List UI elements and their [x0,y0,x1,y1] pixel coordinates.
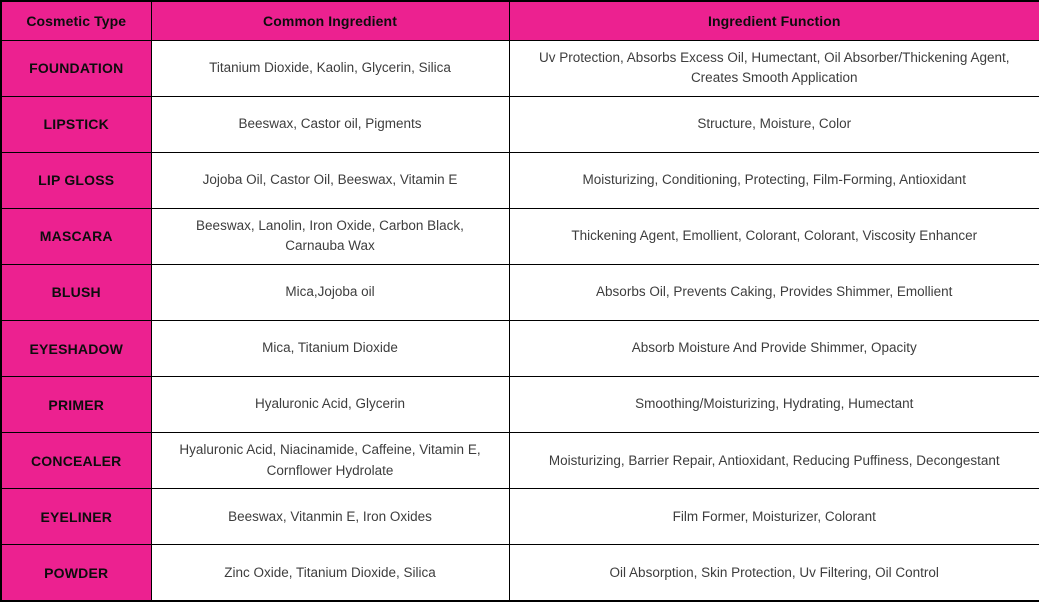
ingredient-function-cell: Smoothing/Moisturizing, Hydrating, Humec… [508,376,1039,434]
cosmetic-type-cell: POWDER [0,544,152,602]
cosmetic-type-cell: EYELINER [0,488,152,546]
table-header: Cosmetic Type Common Ingredient Ingredient… [0,0,1039,41]
common-ingredient-cell: Beeswax, Vitanmin E, Iron Oxides [150,488,510,546]
cosmetic-type-cell: EYESHADOW [0,319,152,378]
cosmetic-type-cell: BLUSH [0,263,152,321]
ingredient-function-cell: Structure, Moisture, Color [508,95,1039,153]
header-cell-1: Common Ingredient [150,0,510,41]
table-row: FOUNDATION Titanium Dioxide, Kaolin, Glyc… [0,39,1039,97]
table-row: EYESHADOW Mica, Titanium Dioxide Absorb Mo… [0,319,1039,378]
ingredient-function-cell: Moisturizing, Conditioning, Protecting, … [508,151,1039,209]
table-row: EYELINER Beeswax, Vitanmin E, Iron Oxides… [0,488,1039,546]
cosmetic-type-cell: PRIMER [0,376,152,434]
common-ingredient-cell: Mica, Titanium Dioxide [150,319,510,378]
ingredient-function-cell: Thickening Agent, Emollient, Colorant, C… [508,207,1039,265]
common-ingredient-cell: Hyaluronic Acid, Glycerin [150,376,510,434]
common-ingredient-cell: Beeswax, Castor oil, Pigments [150,95,510,153]
common-ingredient-cell: Beeswax, Lanolin, Iron Oxide, Carbon Bla… [150,207,510,265]
table-row: PRIMER Hyaluronic Acid, Glycerin Smoothing… [0,376,1039,434]
common-ingredient-cell: Jojoba Oil, Castor Oil, Beeswax, Vitamin… [150,151,510,209]
cosmetic-type-cell: CONCEALER [0,432,152,490]
ingredient-function-cell: Uv Protection, Absorbs Excess Oil, Humec… [508,39,1039,97]
table-row: MASCARA Beeswax, Lanolin, Iron Oxide, Car… [0,207,1039,265]
cosmetic-type-cell: FOUNDATION [0,39,152,97]
common-ingredient-cell: Titanium Dioxide, Kaolin, Glycerin, Sili… [150,39,510,97]
table-row: POWDER Zinc Oxide, Titanium Dioxide, Sili… [0,544,1039,602]
cosmetic-type-cell: MASCARA [0,207,152,265]
cosmetic-type-cell: LIPSTICK [0,95,152,153]
header-row: Cosmetic Type Common Ingredient Ingredient… [0,0,1039,41]
ingredient-function-cell: Absorbs Oil, Prevents Caking, Provides S… [508,263,1039,321]
ingredient-function-cell: Film Former, Moisturizer, Colorant [508,488,1039,546]
header-cell-2: Ingredient Function [508,0,1039,41]
header-cell-0: Cosmetic Type [0,0,152,41]
ingredient-function-cell: Moisturizing, Barrier Repair, Antioxidan… [508,432,1039,490]
table-row: CONCEALER Hyaluronic Acid, Niacinamide, C… [0,432,1039,490]
table-row: LIPSTICK Beeswax, Castor oil, Pigments Str… [0,95,1039,153]
table-row: LIP GLOSS Jojoba Oil, Castor Oil, Beeswax… [0,151,1039,209]
common-ingredient-cell: Hyaluronic Acid, Niacinamide, Caffeine, … [150,432,510,490]
table-row: BLUSH Mica,Jojoba oil Absorbs Oil, Prevent… [0,263,1039,321]
common-ingredient-cell: Zinc Oxide, Titanium Dioxide, Silica [150,544,510,602]
table-body: FOUNDATION Titanium Dioxide, Kaolin, Glyc… [0,39,1039,602]
cosmetic-type-cell: LIP GLOSS [0,151,152,209]
common-ingredient-cell: Mica,Jojoba oil [150,263,510,321]
ingredient-function-cell: Absorb Moisture And Provide Shimmer, Opa… [508,319,1039,378]
ingredient-function-cell: Oil Absorption, Skin Protection, Uv Filt… [508,544,1039,602]
